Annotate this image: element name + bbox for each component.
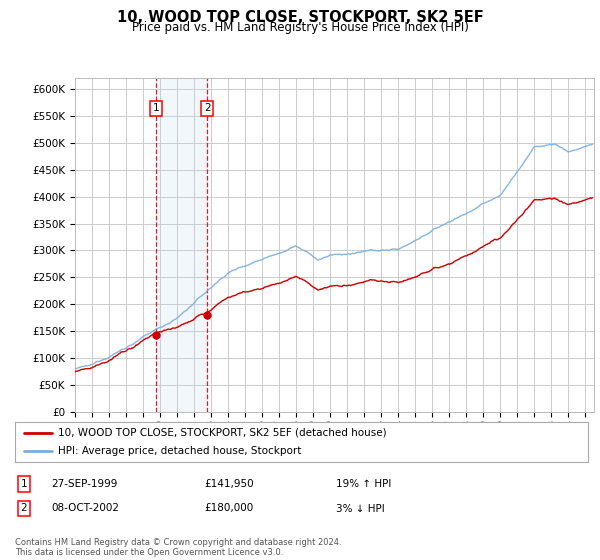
Text: 10, WOOD TOP CLOSE, STOCKPORT, SK2 5EF (detached house): 10, WOOD TOP CLOSE, STOCKPORT, SK2 5EF (…	[58, 428, 386, 437]
Text: 2: 2	[20, 503, 28, 514]
Text: 19% ↑ HPI: 19% ↑ HPI	[336, 479, 391, 489]
Text: £180,000: £180,000	[204, 503, 253, 514]
Text: 27-SEP-1999: 27-SEP-1999	[51, 479, 118, 489]
Text: HPI: Average price, detached house, Stockport: HPI: Average price, detached house, Stoc…	[58, 446, 301, 456]
Text: Contains HM Land Registry data © Crown copyright and database right 2024.
This d: Contains HM Land Registry data © Crown c…	[15, 538, 341, 557]
Text: 3% ↓ HPI: 3% ↓ HPI	[336, 503, 385, 514]
Text: 1: 1	[152, 104, 159, 113]
Text: £141,950: £141,950	[204, 479, 254, 489]
Text: 10, WOOD TOP CLOSE, STOCKPORT, SK2 5EF: 10, WOOD TOP CLOSE, STOCKPORT, SK2 5EF	[116, 10, 484, 25]
Bar	[156, 78, 207, 412]
Text: Price paid vs. HM Land Registry's House Price Index (HPI): Price paid vs. HM Land Registry's House …	[131, 21, 469, 34]
Text: 2: 2	[204, 104, 211, 113]
Text: 08-OCT-2002: 08-OCT-2002	[51, 503, 119, 514]
Text: 1: 1	[20, 479, 28, 489]
